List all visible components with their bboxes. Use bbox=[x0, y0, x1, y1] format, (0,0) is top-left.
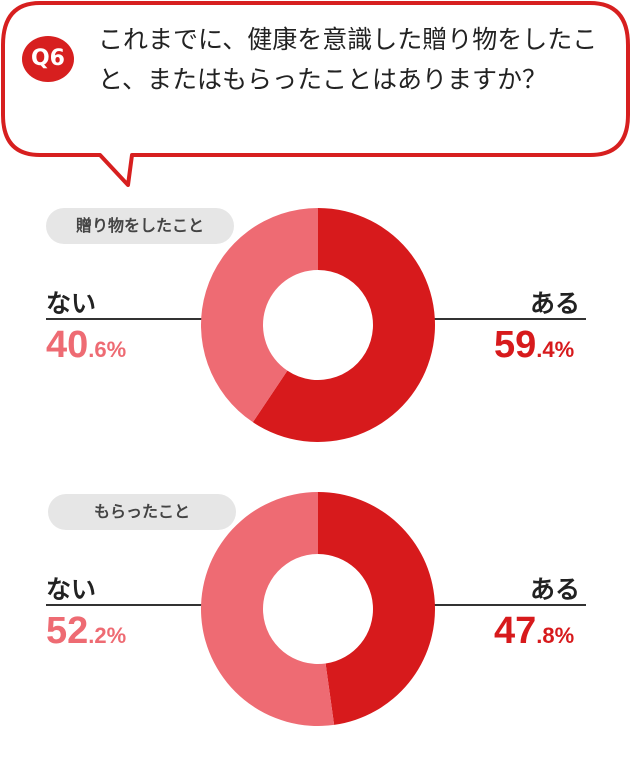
donut-slice-no bbox=[201, 492, 335, 726]
label-yes: ある bbox=[530, 575, 581, 604]
donut-slice-yes bbox=[318, 492, 435, 725]
value-no-int: 40 bbox=[46, 324, 89, 366]
donut-chart-given: 贈り物をしたこと ない ある 40.6% 59.4% bbox=[0, 208, 634, 458]
donut-svg bbox=[201, 208, 435, 442]
value-yes-dec: .4% bbox=[536, 337, 575, 362]
value-no-int: 52 bbox=[46, 610, 89, 652]
value-yes-int: 59 bbox=[494, 324, 537, 366]
donut-svg bbox=[201, 492, 435, 726]
donut-chart-received: もらったこと ない ある 52.2% 47.8% bbox=[0, 492, 634, 742]
label-no: ない bbox=[46, 289, 97, 318]
speech-bubble bbox=[1, 1, 630, 187]
question-text: これまでに、健康を意識した贈り物をしたこと、またはもらったことはありますか？ bbox=[98, 25, 598, 94]
chart-title-pill: もらったこと bbox=[48, 494, 236, 530]
leader-line-yes bbox=[428, 604, 586, 606]
chart-title-pill: 贈り物をしたこと bbox=[46, 208, 234, 244]
leader-line-no bbox=[46, 604, 206, 606]
value-no: 52.2% bbox=[46, 610, 126, 653]
label-yes: ある bbox=[530, 289, 581, 318]
value-no: 40.6% bbox=[46, 324, 126, 367]
leader-line-yes bbox=[428, 318, 586, 320]
leader-line-no bbox=[46, 318, 206, 320]
value-yes: 47.8% bbox=[494, 610, 574, 653]
value-yes-dec: .8% bbox=[536, 623, 575, 648]
speech-bubble-shape bbox=[1, 1, 630, 187]
value-no-dec: .2% bbox=[88, 623, 127, 648]
value-yes-int: 47 bbox=[494, 610, 537, 652]
value-yes: 59.4% bbox=[494, 324, 574, 367]
value-no-dec: .6% bbox=[88, 337, 127, 362]
label-no: ない bbox=[46, 575, 97, 604]
question-badge: Q6 bbox=[22, 36, 74, 82]
donut-slice-yes bbox=[252, 208, 435, 442]
donut-slice-no bbox=[201, 208, 318, 423]
